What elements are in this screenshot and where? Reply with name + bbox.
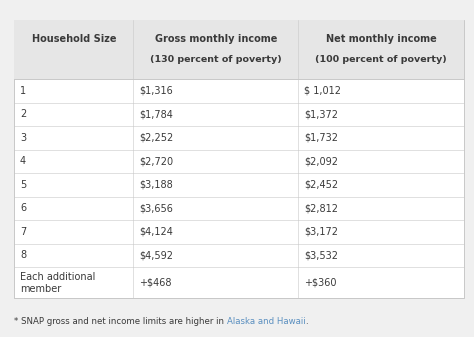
Text: $1,732: $1,732 xyxy=(304,133,338,143)
Text: 1: 1 xyxy=(20,86,26,96)
Text: 7: 7 xyxy=(20,227,26,237)
Text: $3,532: $3,532 xyxy=(304,250,338,261)
Text: $ 1,012: $ 1,012 xyxy=(304,86,341,96)
Text: $3,656: $3,656 xyxy=(139,204,173,213)
Text: 3: 3 xyxy=(20,133,26,143)
Text: 2: 2 xyxy=(20,110,26,119)
Text: $2,092: $2,092 xyxy=(304,156,338,166)
Text: 5: 5 xyxy=(20,180,26,190)
Text: +$468: +$468 xyxy=(139,278,172,288)
Text: $4,124: $4,124 xyxy=(139,227,173,237)
Text: Each additional
member: Each additional member xyxy=(20,272,95,294)
Bar xyxy=(14,20,464,79)
Text: .: . xyxy=(306,317,308,326)
Text: Net monthly income: Net monthly income xyxy=(326,34,436,44)
Text: Gross monthly income: Gross monthly income xyxy=(155,34,277,44)
Text: +$360: +$360 xyxy=(304,278,337,288)
Text: $1,316: $1,316 xyxy=(139,86,173,96)
Text: * SNAP gross and net income limits are higher in: * SNAP gross and net income limits are h… xyxy=(14,317,227,326)
Text: 6: 6 xyxy=(20,204,26,213)
Text: Alaska and Hawaii: Alaska and Hawaii xyxy=(227,317,306,326)
Text: $2,812: $2,812 xyxy=(304,204,338,213)
Text: $2,452: $2,452 xyxy=(304,180,338,190)
Text: $4,592: $4,592 xyxy=(139,250,173,261)
Text: 4: 4 xyxy=(20,156,26,166)
Text: $1,372: $1,372 xyxy=(304,110,338,119)
Text: $2,720: $2,720 xyxy=(139,156,173,166)
Text: $3,172: $3,172 xyxy=(304,227,338,237)
Text: 8: 8 xyxy=(20,250,26,261)
Text: (100 percent of poverty): (100 percent of poverty) xyxy=(315,55,447,64)
Text: Household Size: Household Size xyxy=(31,34,116,44)
Text: $2,252: $2,252 xyxy=(139,133,173,143)
Text: $3,188: $3,188 xyxy=(139,180,173,190)
Text: $1,784: $1,784 xyxy=(139,110,173,119)
Bar xyxy=(14,20,464,298)
Text: (130 percent of poverty): (130 percent of poverty) xyxy=(150,55,282,64)
